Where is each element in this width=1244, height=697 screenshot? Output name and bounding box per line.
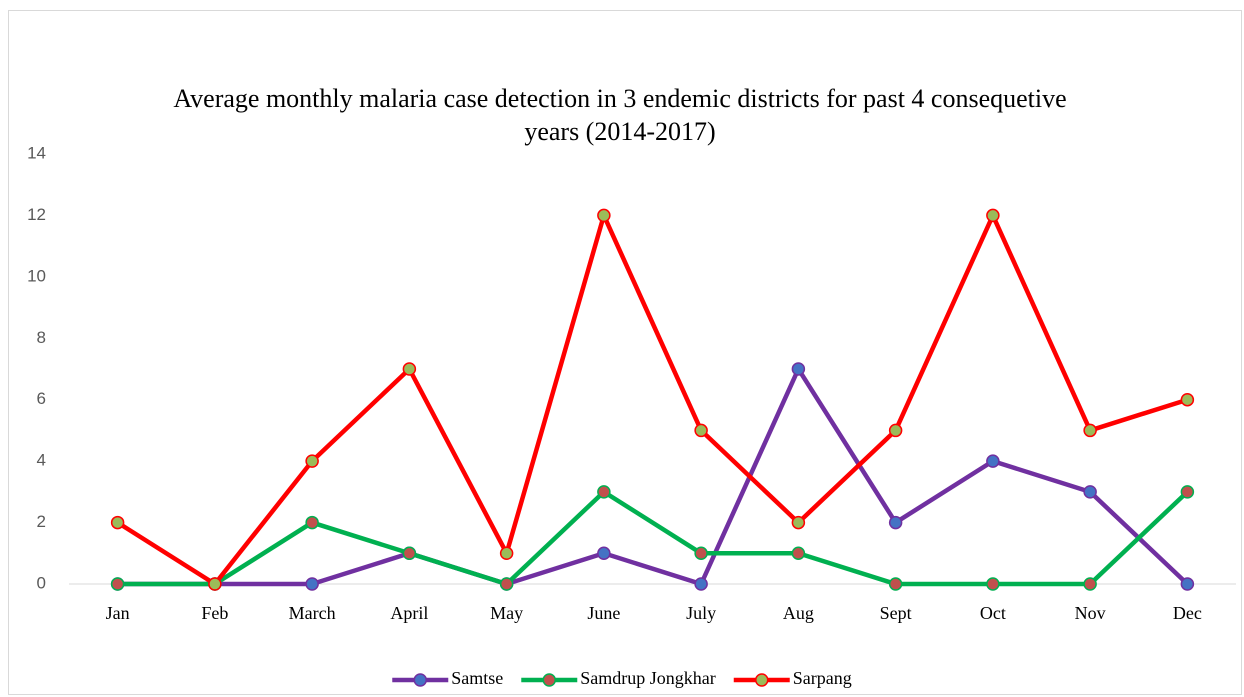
x-tick-label: Oct — [980, 603, 1006, 623]
point — [1180, 577, 1195, 591]
legend-label: Samtse — [451, 668, 503, 688]
point — [597, 485, 611, 499]
series-line — [116, 213, 1189, 587]
point — [888, 577, 903, 591]
y-tick-label: 12 — [27, 205, 46, 224]
point — [597, 208, 611, 223]
legend-marker — [755, 673, 769, 687]
point — [986, 577, 1000, 591]
point — [791, 362, 806, 376]
chart-frame — [8, 10, 1242, 695]
point — [791, 546, 806, 561]
point — [402, 362, 417, 376]
point — [402, 546, 417, 561]
x-tick-label: April — [390, 603, 428, 623]
x-tick-label: Feb — [201, 603, 228, 623]
point — [499, 546, 514, 561]
point — [1180, 392, 1195, 407]
point — [597, 546, 611, 561]
y-tick-label: 10 — [27, 266, 46, 285]
point — [888, 515, 903, 530]
legend-label: Samdrup Jongkhar — [580, 668, 715, 688]
point — [305, 577, 319, 591]
point — [694, 423, 708, 438]
point — [208, 577, 222, 591]
point — [1083, 485, 1097, 499]
point — [791, 515, 806, 530]
legend-marker — [542, 673, 557, 687]
y-tick-label: 4 — [37, 451, 46, 470]
point — [986, 454, 1000, 468]
x-tick-label: Dec — [1173, 603, 1202, 623]
legend-item: Samdrup Jongkhar — [521, 668, 716, 688]
x-tick-label: July — [686, 603, 716, 623]
x-tick-label: June — [587, 603, 620, 623]
series-line — [117, 366, 1189, 587]
legend-label: Sarpang — [793, 668, 852, 688]
point — [888, 423, 903, 438]
point — [694, 577, 708, 591]
y-tick-label: 6 — [37, 389, 46, 408]
y-tick-label: 2 — [37, 512, 46, 531]
point — [110, 577, 125, 591]
point — [1180, 485, 1195, 499]
y-tick-label: 0 — [37, 573, 46, 592]
x-tick-label: March — [289, 603, 336, 623]
legend: Samtse Samdrup Jongkhar Sarpang — [392, 668, 852, 688]
point — [499, 577, 514, 591]
legend-item: Samtse — [392, 668, 503, 688]
point — [986, 208, 1000, 223]
y-tick-label: 14 — [27, 143, 46, 162]
point — [305, 454, 319, 468]
point — [110, 515, 125, 530]
point — [305, 515, 319, 530]
x-tick-label: Nov — [1075, 603, 1106, 623]
x-tick-label: Sept — [880, 603, 912, 623]
x-tick-label: Jan — [106, 603, 130, 623]
x-tick-label: May — [490, 603, 523, 623]
chart-title: Average monthly malaria case detection i… — [173, 84, 1067, 146]
point — [1083, 423, 1097, 438]
point — [694, 546, 708, 561]
y-tick-label: 8 — [37, 328, 46, 347]
legend-marker — [413, 673, 428, 687]
point — [1083, 577, 1097, 591]
legend-item: Sarpang — [733, 668, 852, 688]
series-line — [117, 489, 1189, 587]
x-tick-label: Aug — [783, 603, 814, 623]
